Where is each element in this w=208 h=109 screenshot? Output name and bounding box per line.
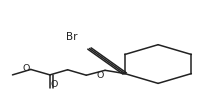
Text: O: O: [97, 71, 104, 80]
Text: O: O: [51, 80, 58, 89]
Text: Br: Br: [66, 32, 78, 42]
Text: O: O: [22, 64, 30, 73]
